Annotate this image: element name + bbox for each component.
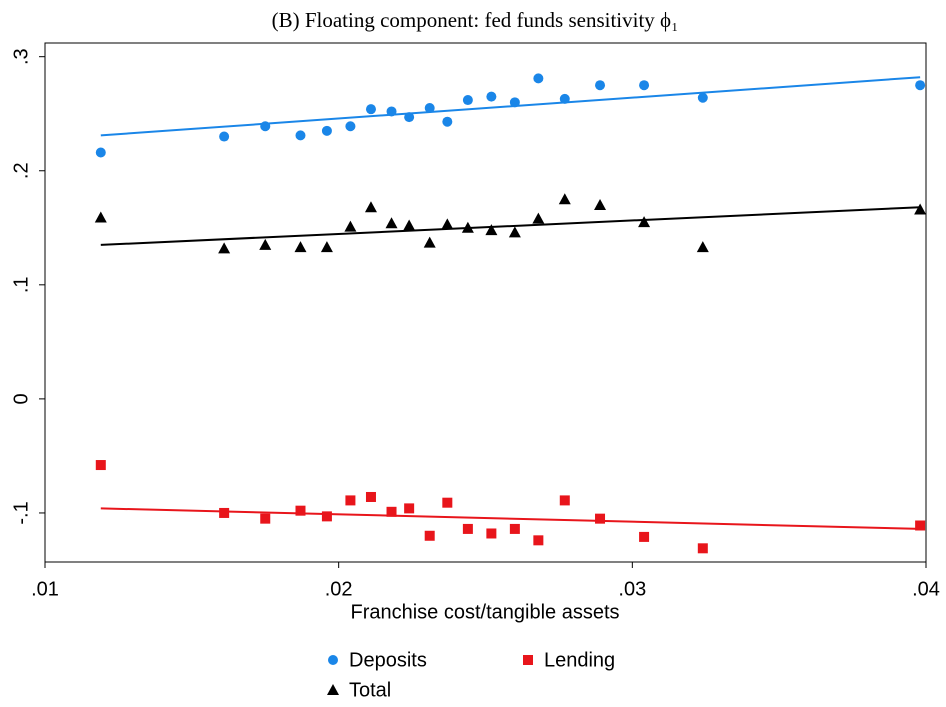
data-point xyxy=(442,497,453,508)
data-point xyxy=(595,80,606,91)
data-point xyxy=(295,505,306,516)
data-point xyxy=(365,104,376,115)
data-point xyxy=(95,460,106,471)
legend-label: Lending xyxy=(544,649,615,671)
data-point xyxy=(385,217,398,229)
data-point xyxy=(485,224,498,236)
data-point xyxy=(462,95,473,106)
fit-line xyxy=(100,76,921,137)
data-point xyxy=(914,203,927,215)
data-point xyxy=(594,198,607,210)
legend-label: Deposits xyxy=(349,649,427,671)
data-point xyxy=(696,241,709,253)
data-point xyxy=(442,116,453,127)
data-point xyxy=(364,201,377,213)
plot-frame xyxy=(44,42,927,563)
data-point xyxy=(365,491,376,502)
data-point xyxy=(508,226,521,238)
x-axis-label: Franchise cost/tangible assets xyxy=(350,601,619,623)
data-point xyxy=(344,220,357,232)
data-point xyxy=(95,147,106,158)
data-point xyxy=(486,91,497,102)
data-point xyxy=(294,241,307,253)
y-tick-label: -.1 xyxy=(10,501,32,524)
data-point xyxy=(345,121,356,132)
data-point xyxy=(218,242,231,254)
data-point xyxy=(697,92,708,103)
y-tick-label: 0 xyxy=(10,393,32,404)
data-point xyxy=(386,106,397,117)
data-point xyxy=(295,130,306,141)
data-point xyxy=(404,503,415,514)
data-point xyxy=(404,112,415,123)
data-point xyxy=(321,125,332,136)
data-point xyxy=(462,523,473,534)
data-point xyxy=(558,193,571,205)
data-point xyxy=(441,218,454,230)
data-point xyxy=(915,520,926,531)
data-point xyxy=(219,131,230,142)
data-point xyxy=(533,73,544,84)
x-tick-label: .03 xyxy=(618,578,646,600)
data-point xyxy=(424,103,435,114)
data-point xyxy=(345,495,356,506)
data-point xyxy=(424,530,435,541)
data-point xyxy=(697,543,708,554)
data-point xyxy=(533,535,544,546)
y-tick-label: .1 xyxy=(10,276,32,293)
y-tick-label: .3 xyxy=(10,48,32,65)
x-tick-label: .02 xyxy=(325,578,353,600)
fit-line xyxy=(100,206,921,246)
x-tick-label: .01 xyxy=(31,578,59,600)
chart-title: (B) Floating component: fed funds sensit… xyxy=(272,8,679,32)
data-point xyxy=(259,238,272,250)
data-point xyxy=(260,513,271,524)
legend-label: Total xyxy=(349,679,391,701)
data-point xyxy=(639,80,650,91)
data-point xyxy=(403,219,416,231)
data-point xyxy=(532,212,545,224)
x-tick-label: .04 xyxy=(912,578,940,600)
data-point xyxy=(559,93,570,104)
data-point xyxy=(638,216,651,228)
data-point xyxy=(461,221,474,233)
fit-line xyxy=(100,507,921,530)
y-tick-label: .2 xyxy=(10,162,32,179)
data-point xyxy=(509,523,520,534)
data-point xyxy=(219,507,230,518)
data-point xyxy=(486,528,497,539)
data-point xyxy=(321,511,332,522)
data-point xyxy=(595,513,606,524)
data-point xyxy=(559,495,570,506)
data-point xyxy=(423,236,436,248)
data-point xyxy=(320,241,333,253)
data-point xyxy=(260,121,271,132)
data-point xyxy=(94,211,107,223)
legend-marker xyxy=(523,655,533,665)
data-point xyxy=(639,531,650,542)
data-point xyxy=(915,80,926,91)
data-point xyxy=(386,506,397,517)
legend-marker xyxy=(327,684,339,695)
data-point xyxy=(509,97,520,108)
legend-marker xyxy=(328,655,338,665)
